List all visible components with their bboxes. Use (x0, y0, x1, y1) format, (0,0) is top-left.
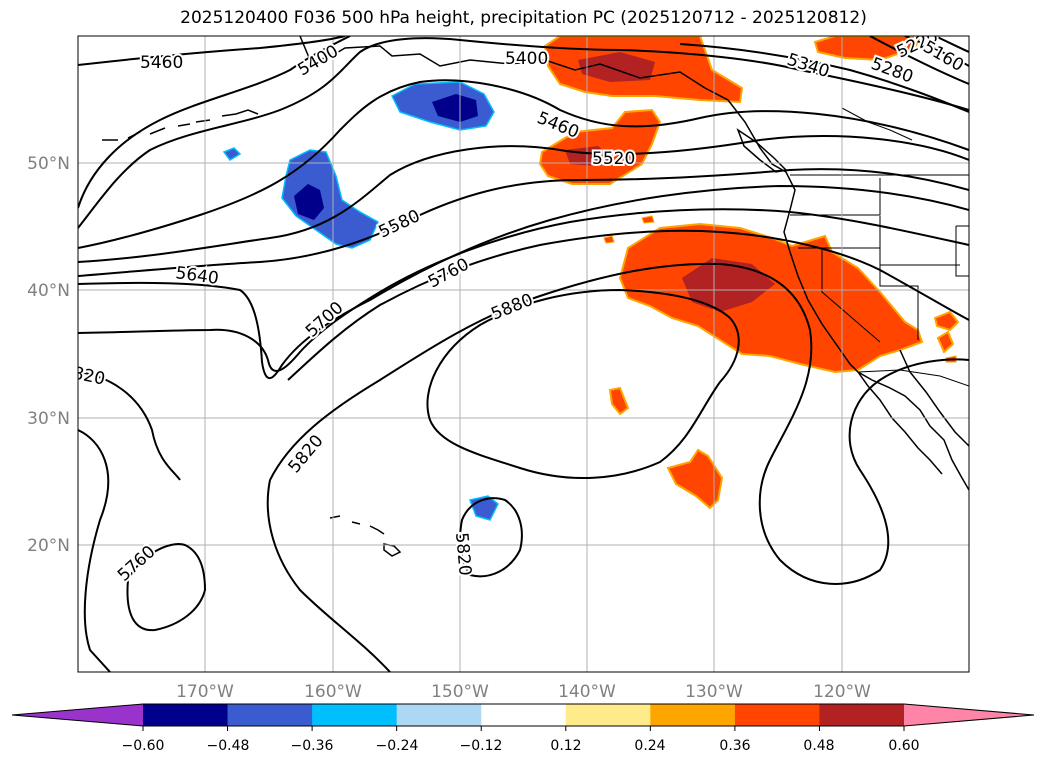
border-us-mexico (857, 369, 969, 387)
precip-dot-2 (603, 235, 615, 244)
contour-5760-small-closed (126, 543, 207, 632)
latitude-labels: 50°N 40°N 30°N 20°N (27, 154, 70, 556)
map-area: 5460 5400 5400 5460 5520 5340 5280 5220 … (78, 36, 969, 672)
precip-area-gulf (538, 108, 662, 185)
coastline-alaska (299, 36, 969, 491)
border-state-3 (879, 248, 919, 340)
precip-area-small-3 (608, 386, 630, 416)
gridlines (78, 36, 969, 672)
precip-positive-areas (538, 36, 960, 510)
colorbar-tick-label: 0.12 (550, 738, 581, 754)
lon-label-160w: 160°W (304, 682, 362, 702)
lon-label-150w: 150°W (431, 682, 489, 702)
contour-5340 (679, 43, 969, 113)
colorbar-segments (11, 703, 1035, 731)
lat-label-30n: 30°N (27, 409, 70, 429)
contour-label-5400-b: 5400 (505, 49, 548, 69)
colorbar-segment (396, 704, 482, 726)
precip-neg-west-core (294, 184, 324, 220)
colorbar-tick-label: 0.60 (888, 738, 919, 754)
contour-5460-top (78, 36, 346, 66)
contour-5460-mid (78, 79, 969, 249)
contour-5760-upper (287, 229, 969, 381)
border-canada-provinces (841, 107, 913, 141)
contour-label-5460-a: 5460 (140, 53, 183, 73)
colorbar-segment (143, 704, 229, 726)
contour-5580 (78, 168, 969, 277)
map-title: 2025120400 F036 500 hPa height, precipit… (180, 8, 867, 28)
lat-label-20n: 20°N (27, 536, 70, 556)
precip-neg-aleutian-core (432, 94, 478, 122)
contour-5220 (904, 36, 969, 67)
precip-core-bc-coast (578, 52, 655, 82)
longitude-labels: 170°W 160°W 150°W 140°W 130°W 120°W (176, 682, 871, 702)
lon-label-120w: 120°W (813, 682, 871, 702)
lon-label-140w: 140°W (558, 682, 616, 702)
coastline-hawaii (329, 515, 402, 557)
colorbar-tick-label: −0.24 (376, 738, 419, 754)
colorbar-tick-label: −0.36 (291, 738, 334, 754)
contour-label-5820-b: 5820 (451, 532, 475, 577)
colorbar-tick-label: −0.12 (460, 738, 503, 754)
contour-5760-lower-big (78, 429, 111, 672)
height-contours (78, 36, 969, 672)
contour-5820-small-closed (459, 497, 523, 578)
colorbar-segment (819, 704, 905, 726)
colorbar-ticks: −0.60 −0.48 −0.36 −0.24 −0.12 0.12 0.24 … (122, 738, 920, 754)
contour-5820-lower (266, 479, 391, 672)
contour-5400-5460-trough (78, 36, 351, 209)
colorbar-tick-label: −0.48 (207, 738, 250, 754)
colorbar-extend-max (904, 704, 1034, 726)
map-frame (77, 35, 970, 673)
precip-neg-small-1 (222, 147, 242, 161)
colorbar-segment (227, 704, 313, 726)
precip-area-small-east-2 (936, 330, 955, 354)
colorbar-segment (312, 704, 398, 726)
colorbar: −0.60 −0.48 −0.36 −0.24 −0.12 0.12 0.24 … (11, 703, 1035, 754)
precip-area-small-east-1 (933, 310, 960, 332)
colorbar-tick-label: 0.36 (719, 738, 750, 754)
precip-area-top-right (813, 36, 922, 62)
contour-5160 (934, 36, 969, 53)
precip-core-gulf (565, 146, 612, 166)
contour-5640 (78, 184, 969, 379)
precip-dot-1 (641, 215, 655, 224)
precip-core-california (682, 258, 775, 312)
border-ca-nv (821, 250, 881, 343)
colorbar-tick-label: 0.48 (803, 738, 834, 754)
lon-label-170w: 170°W (176, 682, 234, 702)
colorbar-segment (565, 704, 651, 726)
contour-5520 (78, 135, 969, 263)
colorbar-segment (481, 704, 567, 726)
contour-5880-closed (426, 288, 740, 479)
colorbar-extend-min (12, 704, 143, 726)
colorbar-tick-label: −0.60 (122, 738, 165, 754)
colorbar-segment (650, 704, 736, 726)
contour-5280 (869, 36, 969, 85)
precip-neg-west (281, 149, 379, 249)
contour-label-5520: 5520 (592, 149, 635, 169)
contour-5820-big (78, 262, 969, 585)
contour-5400-upper (78, 37, 969, 229)
colorbar-tick-label: 0.24 (634, 738, 665, 754)
precip-area-subtropical (666, 448, 724, 510)
contour-5700 (78, 208, 969, 372)
lat-label-50n: 50°N (27, 154, 70, 174)
colorbar-segment (734, 704, 820, 726)
lon-label-130w: 130°W (685, 682, 743, 702)
lat-label-40n: 40°N (27, 281, 70, 301)
